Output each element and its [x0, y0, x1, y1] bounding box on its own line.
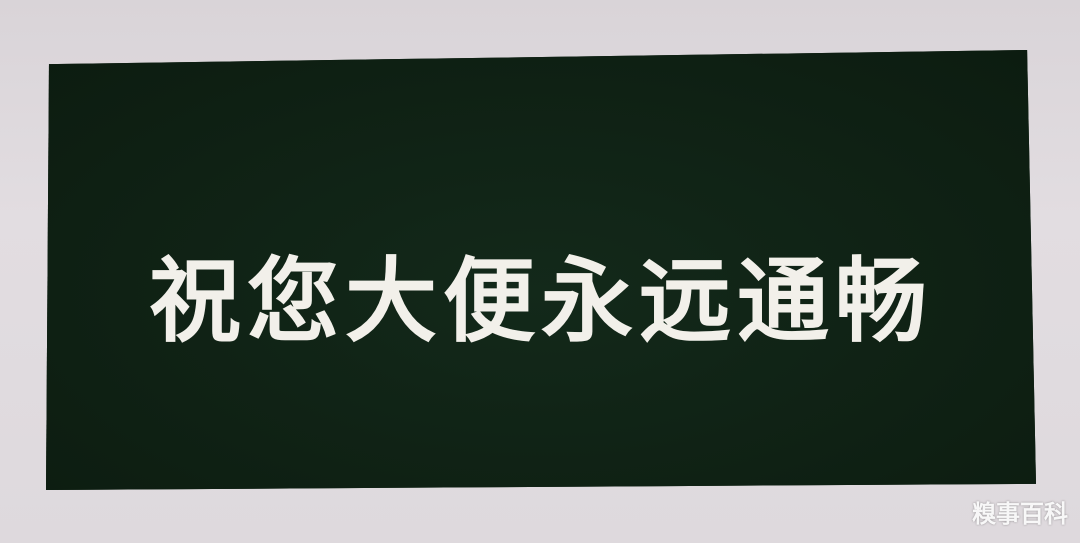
green-sign-board: 祝您大便永远通畅 [46, 50, 1036, 490]
sign-message: 祝您大便永远通畅 [148, 247, 933, 355]
watermark-logo: 糗事百科 [972, 500, 1068, 528]
